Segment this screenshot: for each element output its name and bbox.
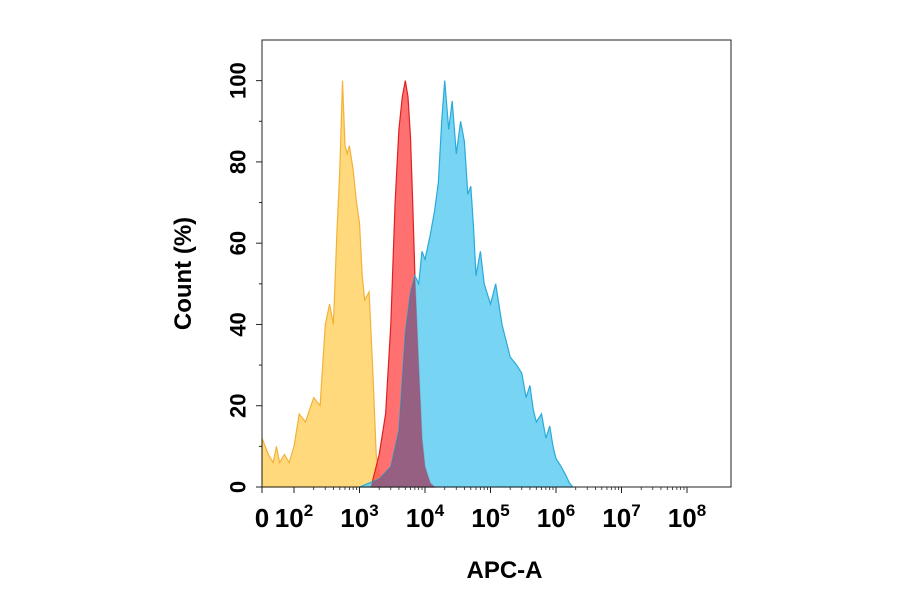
plot-frame [261,39,732,488]
y-axis-ticks: 0 20 40 60 80 100 [226,62,262,493]
y-tick-label: 0 [226,481,251,493]
y-tick-label: 40 [226,312,251,336]
y-tick-label: 80 [226,150,251,174]
x-axis-title: APC-A [467,557,543,584]
y-tick-label: 100 [226,62,251,99]
y-tick-label: 60 [226,231,251,255]
x-tick-label: 104 [406,501,445,533]
x-tick-label: 108 [668,501,706,533]
y-tick-label: 20 [226,393,251,417]
histogram-series-1 [261,80,393,488]
x-tick-label: 0 [255,503,269,533]
x-tick-label: 106 [537,501,575,533]
x-tick-label: 107 [602,501,640,533]
x-tick-label: 103 [340,501,378,533]
x-axis-ticks: 0 102 103 104 105 106 107 108 [255,487,706,533]
y-axis-title: Count (%) [170,217,197,330]
x-tick-label: 105 [471,501,509,533]
x-tick-label: 102 [275,501,313,533]
